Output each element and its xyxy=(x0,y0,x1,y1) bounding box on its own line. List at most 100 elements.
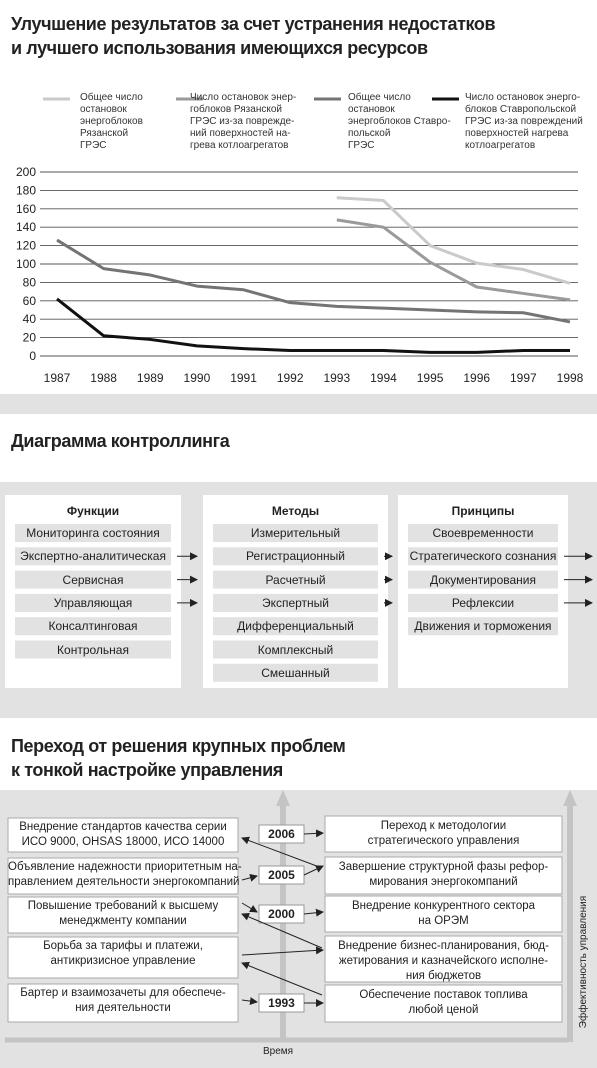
item-bar xyxy=(408,617,558,636)
x-tick-label: 1992 xyxy=(277,371,304,385)
x-axis-label: Время xyxy=(263,1046,294,1057)
x-tick-label: 1991 xyxy=(230,371,257,385)
right-item: Внедрение конкурентного сектора на ОРЭМ xyxy=(351,900,536,927)
column-box xyxy=(398,495,568,688)
legend-label: Общее число остановок энергоблоков Рязан… xyxy=(80,92,143,151)
y-tick-label: 120 xyxy=(16,239,36,253)
arrow xyxy=(241,997,258,1006)
x-tick-label: 1998 xyxy=(557,371,584,385)
line-chart: 0 20 40 60 80 100 120 140 160 180 200 1987 1988 1989 1… xyxy=(16,97,584,385)
y-tick-label: 100 xyxy=(16,257,36,271)
arrow xyxy=(241,873,258,882)
year-label: 1993 xyxy=(268,996,295,1010)
item-bar xyxy=(213,524,378,542)
y-tick-label: 60 xyxy=(23,294,37,308)
arrow xyxy=(303,908,324,917)
series-line xyxy=(336,218,571,302)
x-tick-label: 1987 xyxy=(44,371,71,385)
item: Движения и торможения xyxy=(414,619,552,634)
item: Измерительный xyxy=(250,526,341,540)
y-tick-label: 160 xyxy=(16,202,36,216)
legend-label: Число остановок энерго- блоков Ставропол… xyxy=(465,92,583,151)
arrow xyxy=(241,902,258,913)
item-bar xyxy=(213,570,378,589)
item: Регистрационный xyxy=(246,549,345,564)
item: Своевременности xyxy=(432,526,534,540)
section-title: Переход от решения крупных проблем xyxy=(11,736,346,756)
year-label: 2005 xyxy=(268,868,295,882)
chart-title: и лучшего использования имеющихся ресурс… xyxy=(11,38,428,58)
item-bar xyxy=(213,547,378,566)
x-tick-label: 1995 xyxy=(417,371,444,385)
left-item: Повышение требований к высшему менеджмен… xyxy=(27,900,219,927)
box xyxy=(324,935,563,983)
column-header: Методы xyxy=(271,504,320,518)
box xyxy=(7,896,239,934)
item: Консалтинговая xyxy=(48,619,138,634)
band xyxy=(0,394,597,414)
item-bar xyxy=(408,593,558,612)
left-item: Внедрение стандартов качества серии ИСО … xyxy=(19,821,227,848)
box xyxy=(7,857,239,895)
item: Экспертный xyxy=(261,595,330,610)
arrow xyxy=(241,913,323,949)
box xyxy=(324,984,563,1023)
y-tick-label: 80 xyxy=(23,275,37,289)
item-bar xyxy=(213,593,378,612)
box xyxy=(7,983,239,1023)
section-title: к тонкой настройке управления xyxy=(11,760,283,780)
item-bar xyxy=(213,640,378,659)
legend-label: Число остановок энер- гоблоков Рязанской… xyxy=(190,92,297,151)
year-label: 2000 xyxy=(268,907,295,921)
section-title: Диаграмма контроллинга xyxy=(11,431,230,451)
right-item: Завершение структурной фазы рефор- миров… xyxy=(338,861,549,888)
arrow xyxy=(241,836,323,869)
band xyxy=(0,700,597,718)
series-line xyxy=(56,238,571,324)
legend-label: Общее число остановок энергоблоков Ставр… xyxy=(348,92,451,151)
x-tick-label: 1989 xyxy=(137,371,164,385)
right-item: Внедрение бизнес-планирования, бюд- жети… xyxy=(338,940,549,982)
y-axis-label: Эффективность управления xyxy=(577,896,589,1028)
x-tick-label: 1994 xyxy=(370,371,397,385)
box xyxy=(324,895,563,933)
item: Сервисная xyxy=(62,572,124,587)
item: Управляющая xyxy=(53,595,133,610)
item-bar xyxy=(15,570,171,589)
y-tick-label: 0 xyxy=(29,349,36,363)
x-tick-label: 1988 xyxy=(90,371,117,385)
item-bar xyxy=(15,524,171,542)
item-bar xyxy=(15,547,171,566)
item: Документирования xyxy=(429,572,537,587)
item: Контрольная xyxy=(57,642,129,657)
column-header: Функции xyxy=(66,504,120,518)
item: Стратегического сознания xyxy=(409,549,557,564)
box xyxy=(7,936,239,979)
item-bar xyxy=(408,524,558,542)
item: Смешанный xyxy=(261,665,330,680)
y-tick-label: 20 xyxy=(23,331,37,345)
arrow xyxy=(241,946,324,956)
x-tick-label: 1993 xyxy=(323,371,350,385)
left-item: Борьба за тарифы и платежи, антикризисно… xyxy=(43,940,203,967)
item: Экспертно-аналитическая xyxy=(20,549,166,564)
item: Мониторинга состояния xyxy=(26,526,160,540)
right-item: Обеспечение поставок топлива любой ценой xyxy=(359,989,528,1016)
series-line xyxy=(56,297,570,354)
arrow xyxy=(241,961,323,996)
x-tick-label: 1996 xyxy=(463,371,490,385)
left-item: Бартер и взаимозачеты для обеспече- ния … xyxy=(20,987,226,1014)
box xyxy=(324,856,563,895)
x-tick-label: 1997 xyxy=(510,371,537,385)
y-tick-label: 40 xyxy=(23,312,37,326)
item-bar xyxy=(15,617,171,636)
right-item: Переход к методологии стратегического уп… xyxy=(367,820,520,847)
item-bar xyxy=(213,663,378,682)
item-bar xyxy=(408,570,558,589)
item: Расчетный xyxy=(265,572,326,587)
item-bar xyxy=(408,547,558,566)
year-label: 2006 xyxy=(268,827,295,841)
series-line xyxy=(336,196,571,285)
